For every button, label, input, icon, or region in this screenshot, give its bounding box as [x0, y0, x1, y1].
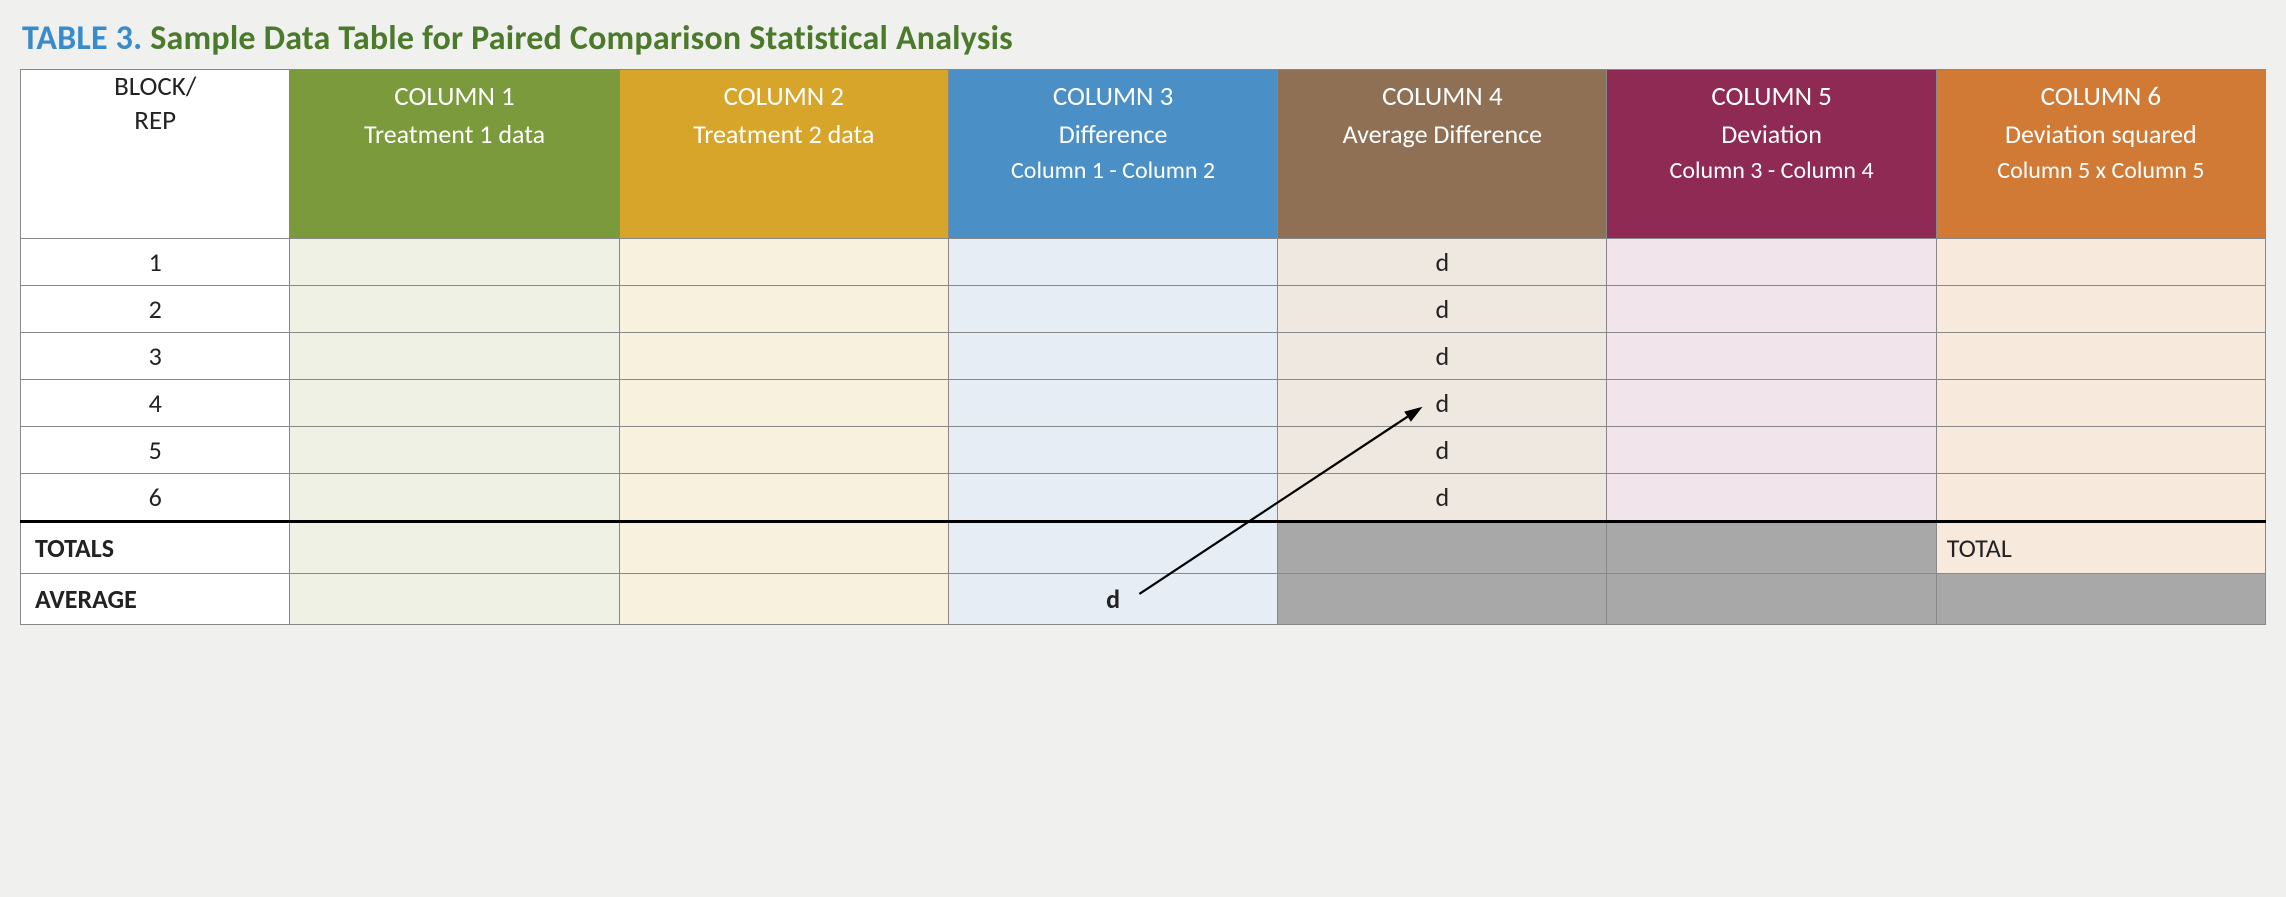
- data-table: BLOCK/ REP COLUMN 1Treatment 1 dataCOLUM…: [20, 69, 2266, 625]
- cell: d: [1278, 380, 1607, 427]
- totals-cell: TOTAL: [1936, 522, 2265, 574]
- header-col-1: COLUMN 1 Treatment 1 data: [290, 70, 619, 239]
- row-label: 4: [21, 380, 290, 427]
- cell: [619, 427, 948, 474]
- totals-cell: [1278, 522, 1607, 574]
- row-label: 6: [21, 474, 290, 522]
- totals-label: TOTALS: [21, 522, 290, 574]
- row-label: 5: [21, 427, 290, 474]
- header-row: BLOCK/ REP COLUMN 1Treatment 1 dataCOLUM…: [21, 70, 2266, 239]
- header-col-sub1: Deviation squared: [1951, 118, 2251, 151]
- header-col-5: COLUMN 5 Deviation Column 3 - Column 4: [1607, 70, 1936, 239]
- header-col-sub2: Column 5 x Column 5: [1951, 156, 2251, 186]
- totals-cell-text: TOTAL: [1937, 532, 2265, 564]
- average-cell: [1607, 574, 1936, 625]
- average-cell: [619, 574, 948, 625]
- header-col-sub1: Treatment 1 data: [304, 118, 604, 151]
- table-wrapper: BLOCK/ REP COLUMN 1Treatment 1 dataCOLUM…: [20, 69, 2266, 625]
- header-col-sub1: Treatment 2 data: [634, 118, 934, 151]
- header-col-label: COLUMN 6: [1951, 80, 2251, 114]
- average-cell: [1278, 574, 1607, 625]
- cell: [1936, 474, 2265, 522]
- totals-row: TOTALS TOTAL: [21, 522, 2266, 574]
- cell: d: [1278, 333, 1607, 380]
- cell: [619, 474, 948, 522]
- header-col-label: COLUMN 3: [963, 80, 1263, 114]
- header-col-label: COLUMN 2: [634, 80, 934, 114]
- totals-cell: [290, 522, 619, 574]
- table-row: 5d: [21, 427, 2266, 474]
- header-col-label: COLUMN 1: [304, 80, 604, 114]
- row-label: 2: [21, 286, 290, 333]
- cell: [1936, 427, 2265, 474]
- cell: [948, 427, 1277, 474]
- cell: [1936, 286, 2265, 333]
- cell: [948, 239, 1277, 286]
- header-col-3: COLUMN 3 Difference Column 1 - Column 2: [948, 70, 1277, 239]
- cell: [290, 380, 619, 427]
- row-label: 3: [21, 333, 290, 380]
- cell: [1936, 239, 2265, 286]
- header-col-sub1: Deviation: [1621, 118, 1921, 151]
- table-row: 6d: [21, 474, 2266, 522]
- cell: [619, 380, 948, 427]
- title-prefix: TABLE 3.: [22, 18, 142, 59]
- cell: [948, 474, 1277, 522]
- average-cell: [290, 574, 619, 625]
- cell: [1936, 333, 2265, 380]
- row-label: 1: [21, 239, 290, 286]
- header-block-rep: BLOCK/ REP: [21, 70, 290, 239]
- cell: [1607, 380, 1936, 427]
- cell: [948, 333, 1277, 380]
- table-row: 4d: [21, 380, 2266, 427]
- title-main: Sample Data Table for Paired Comparison …: [150, 18, 1013, 59]
- cell: [1936, 380, 2265, 427]
- header-col-label: COLUMN 5: [1621, 80, 1921, 114]
- cell: [948, 380, 1277, 427]
- header-col-sub1: Average Difference: [1292, 118, 1592, 151]
- header-col-2: COLUMN 2 Treatment 2 data: [619, 70, 948, 239]
- cell: [290, 427, 619, 474]
- cell: [1607, 286, 1936, 333]
- cell: [619, 333, 948, 380]
- average-cell: [1936, 574, 2265, 625]
- totals-cell: [1607, 522, 1936, 574]
- header-col-sub2: Column 1 - Column 2: [963, 156, 1263, 186]
- cell: d: [1278, 286, 1607, 333]
- cell: [290, 474, 619, 522]
- header-col-6: COLUMN 6 Deviation squared Column 5 x Colu…: [1936, 70, 2265, 239]
- cell: d: [1278, 427, 1607, 474]
- cell: [1607, 474, 1936, 522]
- cell: [1607, 239, 1936, 286]
- cell: [1607, 427, 1936, 474]
- table-title: TABLE 3. Sample Data Table for Paired Co…: [22, 18, 2266, 59]
- header-col-sub1: Difference: [963, 118, 1263, 151]
- average-row: AVERAGE d: [21, 574, 2266, 625]
- table-body: 1d2d3d4d5d6dTOTALSTOTALAVERAGEd: [21, 239, 2266, 625]
- header-col-sub2: Column 3 - Column 4: [1621, 156, 1921, 186]
- totals-cell: [948, 522, 1277, 574]
- cell: [290, 239, 619, 286]
- cell: [619, 239, 948, 286]
- average-cell: d: [948, 574, 1277, 625]
- cell: [948, 286, 1277, 333]
- cell: [290, 333, 619, 380]
- header-block-rep-text: BLOCK/ REP: [21, 70, 289, 138]
- cell: d: [1278, 474, 1607, 522]
- cell: [1607, 333, 1936, 380]
- average-label: AVERAGE: [21, 574, 290, 625]
- table-row: 2d: [21, 286, 2266, 333]
- table-row: 3d: [21, 333, 2266, 380]
- header-col-4: COLUMN 4 Average Difference: [1278, 70, 1607, 239]
- header-col-label: COLUMN 4: [1292, 80, 1592, 114]
- table-row: 1d: [21, 239, 2266, 286]
- totals-cell: [619, 522, 948, 574]
- cell: d: [1278, 239, 1607, 286]
- cell: [619, 286, 948, 333]
- cell: [290, 286, 619, 333]
